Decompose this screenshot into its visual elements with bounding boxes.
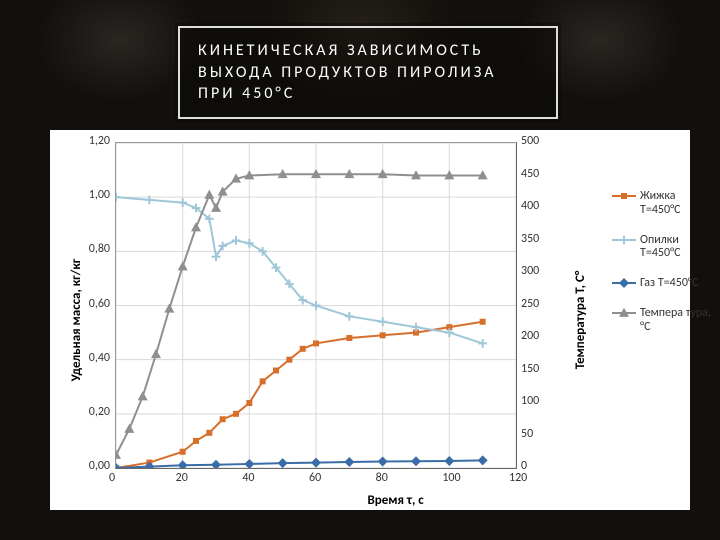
xtick: 0 — [109, 471, 115, 485]
legend: Жижка Т=450°С Опилки Т=450°С Газ Т=450°С Те… — [612, 190, 712, 351]
ytick-right: 300 — [521, 264, 539, 278]
slide-title-box: КИНЕТИЧЕСКАЯ ЗАВИСИМОСТЬ ВЫХОДА ПРОДУКТО… — [180, 28, 556, 117]
legend-item: Темпера тура,°С — [612, 307, 712, 335]
xtick: 80 — [376, 471, 388, 485]
chart-container: Удельная масса, кг/кг Температура Т, С° … — [50, 130, 690, 510]
slide-title: КИНЕТИЧЕСКАЯ ЗАВИСИМОСТЬ ВЫХОДА ПРОДУКТО… — [198, 40, 538, 105]
ytick-right: 200 — [521, 329, 539, 343]
ytick-right: 50 — [521, 427, 533, 441]
legend-item: Опилки Т=450°С — [612, 234, 712, 262]
ytick-right: 450 — [521, 167, 539, 181]
ytick-right: 150 — [521, 362, 539, 376]
legend-item: Жижка Т=450°С — [612, 190, 712, 218]
legend-item: Газ Т=450°С — [612, 277, 712, 291]
legend-label: Газ Т=450°С — [640, 277, 698, 291]
xtick: 120 — [509, 471, 527, 485]
xtick: 100 — [442, 471, 460, 485]
plot-svg — [116, 143, 516, 468]
ytick-right: 100 — [521, 394, 539, 408]
y-axis-right-label: Температура Т, С° — [573, 271, 588, 370]
ytick-right: 350 — [521, 232, 539, 246]
x-axis-label: Время τ, с — [367, 493, 423, 508]
ytick-left: 0,00 — [89, 459, 110, 473]
plot-area — [115, 142, 517, 469]
legend-label: Жижка Т=450°С — [640, 190, 712, 218]
ytick-right: 400 — [521, 199, 539, 213]
ytick-left: 1,20 — [89, 134, 110, 148]
ytick-left: 0,40 — [89, 351, 110, 365]
ytick-left: 0,60 — [89, 297, 110, 311]
ytick-right: 250 — [521, 297, 539, 311]
legend-label: Темпера тура,°С — [640, 307, 712, 335]
legend-label: Опилки Т=450°С — [640, 234, 712, 262]
y-axis-left-label: Удельная масса, кг/кг — [69, 259, 84, 382]
ytick-right: 500 — [521, 134, 539, 148]
ytick-left: 0,80 — [89, 242, 110, 256]
ytick-left: 1,00 — [89, 188, 110, 202]
xtick: 20 — [176, 471, 188, 485]
xtick: 60 — [309, 471, 321, 485]
xtick: 40 — [242, 471, 254, 485]
ytick-left: 0,20 — [89, 405, 110, 419]
